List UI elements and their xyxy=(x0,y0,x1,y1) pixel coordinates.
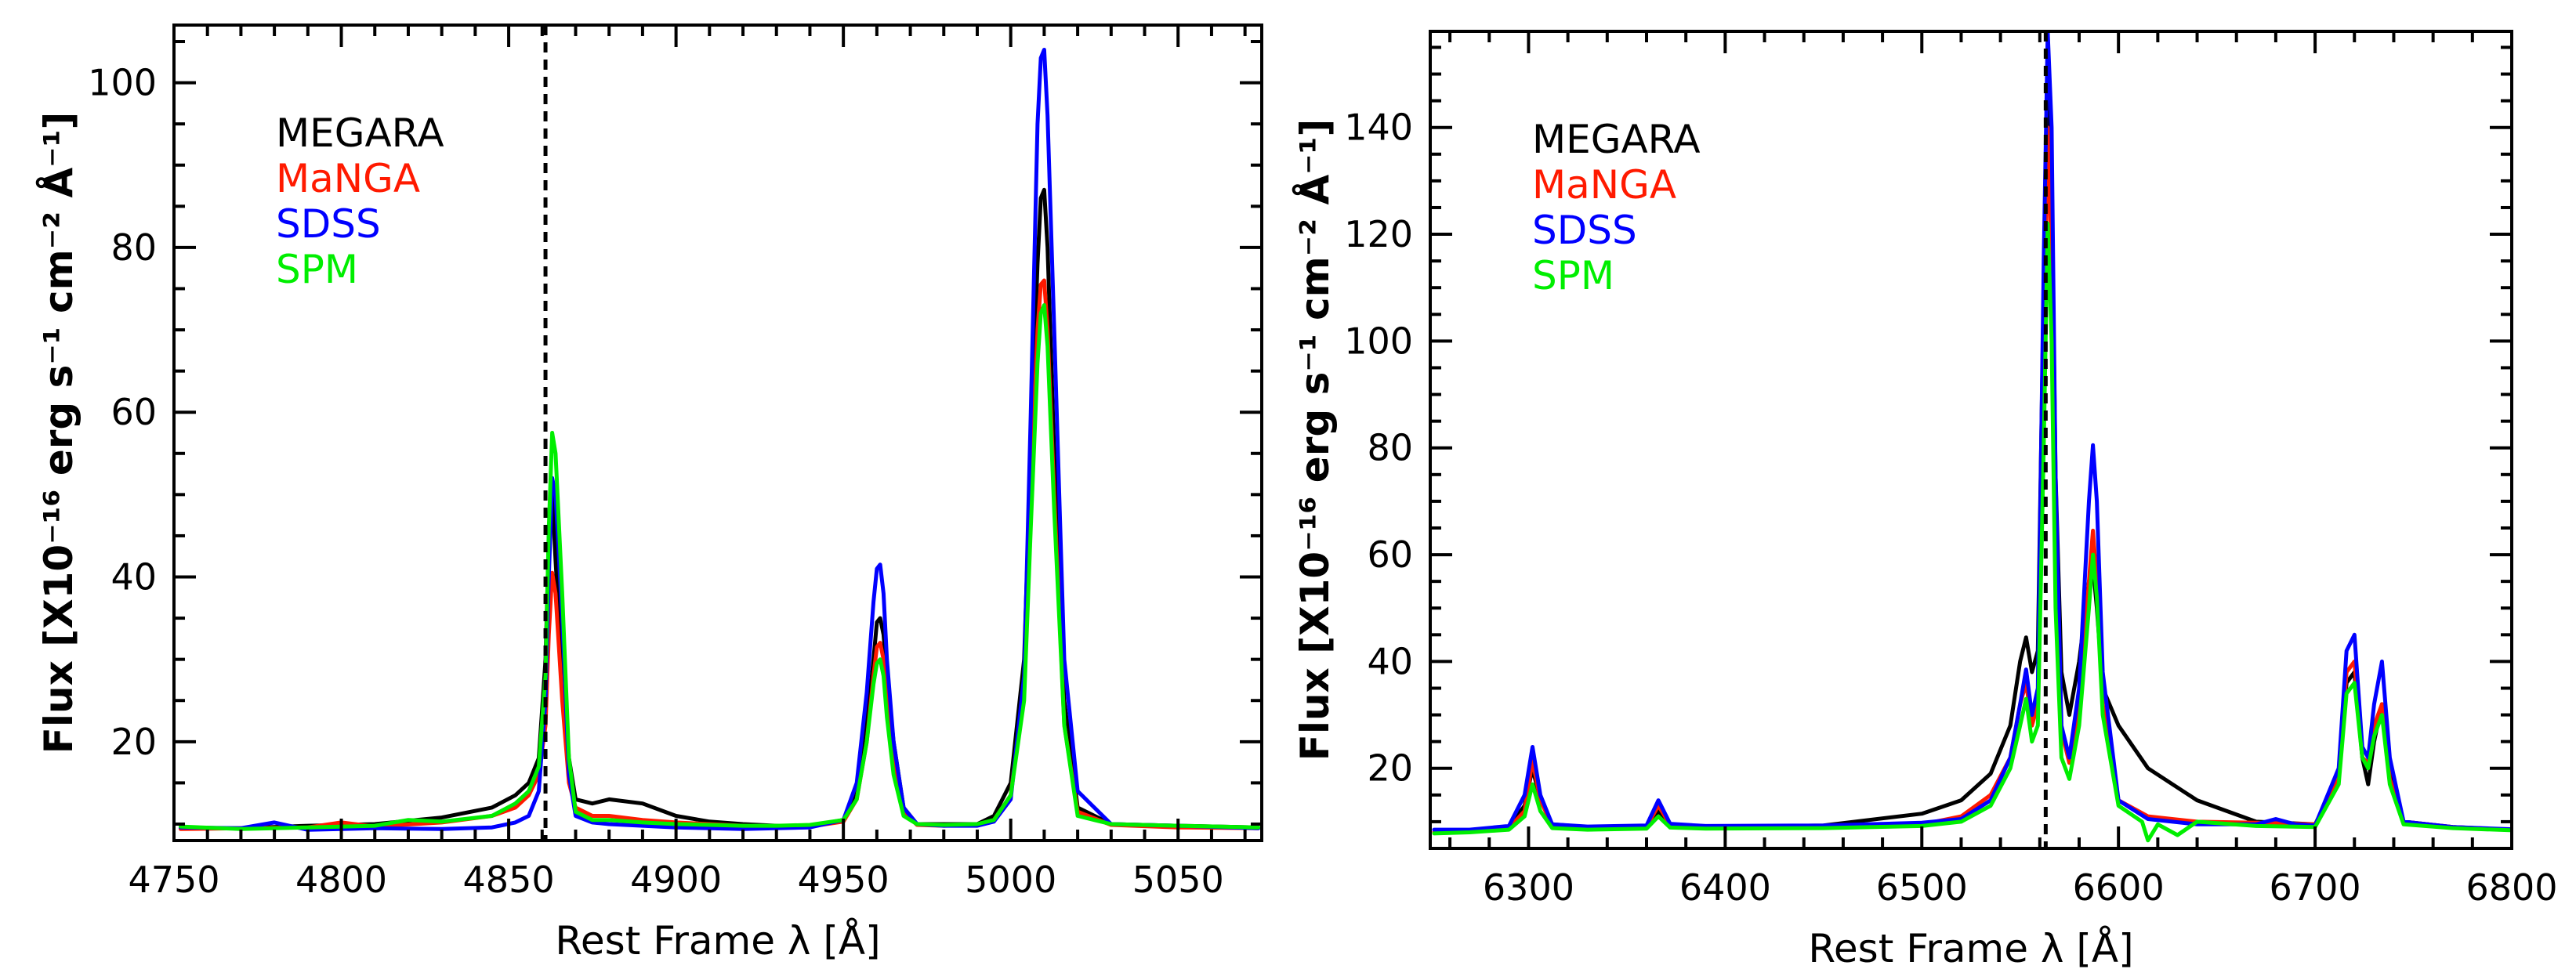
y-tick-label: 20 xyxy=(1367,747,1413,790)
x-tick-label: 6400 xyxy=(1679,866,1771,909)
y-tick-label: 80 xyxy=(1367,427,1413,469)
x-tick-label: 4800 xyxy=(295,859,387,901)
series-line-sdss xyxy=(179,48,1261,832)
y-axis-label: Flux [X10⁻¹⁶ erg s⁻¹ cm⁻² Å⁻¹] xyxy=(1292,119,1338,761)
x-tick-label: 4750 xyxy=(128,859,219,901)
x-axis-label: Rest Frame λ [Å] xyxy=(1808,926,2133,971)
y-tick-label: 100 xyxy=(88,62,157,104)
axis-ticks xyxy=(172,25,1262,841)
legend-entry-manga: MaNGA xyxy=(276,156,420,201)
plot-frame xyxy=(1429,30,2513,850)
y-tick-label: 100 xyxy=(1344,320,1413,362)
x-tick-label: 6800 xyxy=(2465,866,2557,909)
x-tick-label: 6700 xyxy=(2270,866,2361,909)
series-lines xyxy=(179,48,1261,832)
x-tick-label: 6300 xyxy=(1483,866,1574,909)
y-tick-label: 80 xyxy=(111,226,157,269)
y-tick-label: 20 xyxy=(111,721,157,763)
x-tick-label: 4850 xyxy=(463,859,555,901)
y-tick-label: 60 xyxy=(111,391,157,433)
legend-entry-spm: SPM xyxy=(276,247,358,292)
series-line-sdss xyxy=(1432,31,2512,832)
legend-entry-spm: SPM xyxy=(1532,253,1614,298)
tick-labels: 4750 4800 4850 4900 4950 5000 5050 20 40 60 80 100 xyxy=(88,62,1224,901)
x-tick-label: 4900 xyxy=(630,859,722,901)
legend-entry-sdss: SDSS xyxy=(1532,208,1637,253)
axis-ticks xyxy=(1430,31,2513,850)
tick-labels: 6300 6400 6500 6600 6700 6800 20 40 60 80 100 120 14… xyxy=(1344,107,2557,909)
y-axis-label: Flux [X10⁻¹⁶ erg s⁻¹ cm⁻² Å⁻¹] xyxy=(35,112,82,754)
y-tick-label: 40 xyxy=(111,556,157,598)
y-tick-label: 60 xyxy=(1367,533,1413,576)
y-tick-label: 40 xyxy=(1367,640,1413,682)
x-tick-label: 5050 xyxy=(1132,859,1224,901)
panel-left-hbeta-oiii: 4750 4800 4850 4900 4950 5000 5050 20 40 60 80 100 R… xyxy=(35,24,1263,964)
legend-entry-manga: MaNGA xyxy=(1532,162,1676,208)
y-tick-label: 140 xyxy=(1344,107,1413,149)
series-line-spm xyxy=(179,303,1261,831)
x-tick-label: 6600 xyxy=(2073,866,2165,909)
x-tick-label: 5000 xyxy=(965,859,1056,901)
legend-entry-megara: MEGARA xyxy=(1532,117,1701,162)
series-lines xyxy=(1432,31,2512,843)
legend-entry-sdss: SDSS xyxy=(276,201,381,247)
x-tick-label: 6500 xyxy=(1876,866,1968,909)
y-tick-label: 120 xyxy=(1344,213,1413,255)
plot-frame xyxy=(172,24,1263,842)
x-tick-label: 4950 xyxy=(798,859,889,901)
series-line-manga xyxy=(179,278,1261,831)
legend-entry-megara: MEGARA xyxy=(276,110,444,156)
series-line-spm xyxy=(1432,221,2512,843)
panel-right-halpha-nii: 6300 6400 6500 6600 6700 6800 20 40 60 80 100 120 14… xyxy=(1292,30,2558,971)
x-axis-label: Rest Frame λ [Å] xyxy=(555,918,880,964)
